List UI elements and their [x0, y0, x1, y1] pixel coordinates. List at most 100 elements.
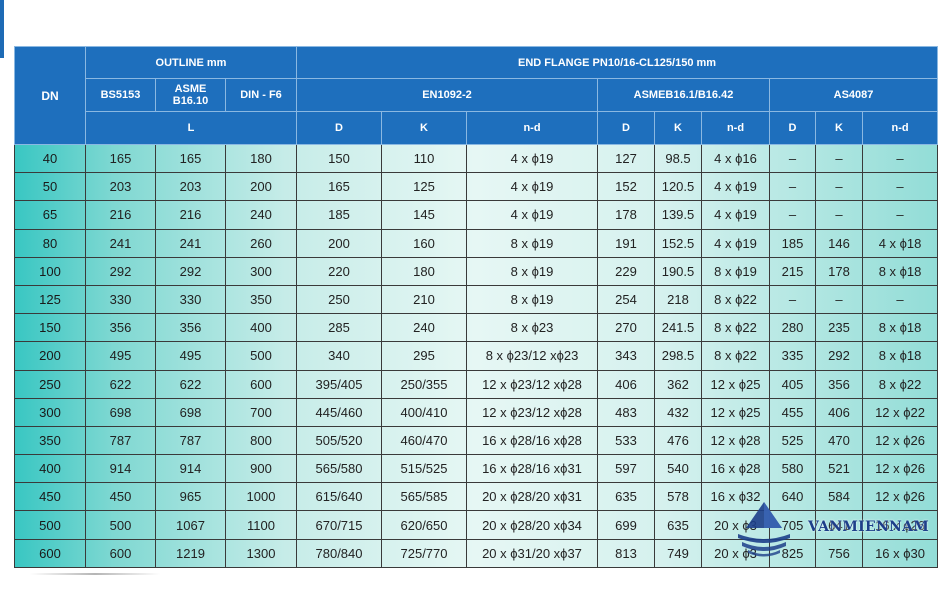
- cell-as-d: –: [769, 143, 816, 174]
- cell-as-d: 280: [769, 313, 816, 343]
- cell-asme-nd: 4 x ϕ19: [701, 200, 770, 230]
- table-row: 150 356 356 400 285 240 8 x ϕ23 270 241.5 8 x ϕ22…: [14, 313, 939, 343]
- cell-en-d: 340: [296, 341, 382, 371]
- cell-as-d: –: [769, 284, 816, 315]
- header-as-d: D: [769, 111, 816, 145]
- cell-en-nd: 12 x ϕ23/12 xϕ28: [466, 369, 598, 399]
- cell-en-k: 565/585: [381, 482, 467, 512]
- cell-en-k: 160: [381, 228, 467, 258]
- cell-dn: 500: [14, 510, 86, 540]
- header-en-d: D: [296, 111, 382, 145]
- cell-asme-k: 190.5: [654, 256, 702, 286]
- cell-en-k: 400/410: [381, 397, 467, 427]
- cell-en-nd: 8 x ϕ23/12 xϕ23: [466, 341, 598, 371]
- cell-asme-b16-10: 165: [155, 143, 226, 174]
- cell-asme-nd: 8 x ϕ22: [701, 284, 770, 315]
- cell-din-f6: 350: [225, 284, 297, 315]
- cell-en-d: 780/840: [296, 538, 382, 568]
- header-dn: DN: [14, 46, 86, 145]
- cell-as-d: 455: [769, 397, 816, 427]
- cell-as-nd: 12 x ϕ26: [861, 454, 939, 484]
- cell-as-d: –: [769, 200, 816, 230]
- cell-dn: 250: [14, 369, 86, 399]
- decorative-line: [30, 573, 160, 575]
- cell-as-k: 178: [815, 256, 863, 286]
- cell-as-k: 641: [815, 510, 863, 540]
- cell-asme-nd: 4 x ϕ19: [701, 228, 770, 258]
- cell-asme-k: 540: [654, 454, 702, 484]
- cell-asme-d: 343: [597, 341, 655, 371]
- cell-en-nd: 8 x ϕ19: [466, 256, 598, 286]
- table-row: 450 450 965 1000 615/640 565/585 20 x ϕ28/20 x…: [14, 482, 939, 512]
- cell-en-nd: 4 x ϕ19: [466, 200, 598, 230]
- cell-as-k: –: [815, 284, 863, 315]
- header-bs5153: BS5153: [85, 78, 156, 112]
- cell-asme-nd: 4 x ϕ19: [701, 172, 770, 202]
- cell-dn: 600: [14, 538, 86, 568]
- header-l: L: [85, 111, 297, 145]
- cell-asme-d: 178: [597, 200, 655, 230]
- cell-din-f6: 800: [225, 425, 297, 456]
- cell-as-nd: –: [861, 200, 939, 230]
- cell-din-f6: 300: [225, 256, 297, 286]
- cell-dn: 200: [14, 341, 86, 371]
- cell-asme-b16-10: 292: [155, 256, 226, 286]
- header-asme-b16-10: ASME B16.10: [155, 78, 226, 112]
- cell-asme-nd: 8 x ϕ22: [701, 313, 770, 343]
- cell-asme-nd: 8 x ϕ19: [701, 256, 770, 286]
- cell-as-k: –: [815, 200, 863, 230]
- table-row: 350 787 787 800 505/520 460/470 16 x ϕ28/16 xϕ…: [14, 425, 939, 456]
- cell-en-k: 110: [381, 143, 467, 174]
- cell-as-k: –: [815, 143, 863, 174]
- cell-en-nd: 16 x ϕ28/16 xϕ28: [466, 425, 598, 456]
- cell-en-d: 220: [296, 256, 382, 286]
- cell-en-d: 670/715: [296, 510, 382, 540]
- cell-dn: 125: [14, 284, 86, 315]
- cell-en-nd: 20 x ϕ28/20 xϕ31: [466, 482, 598, 512]
- cell-asme-b16-10: 241: [155, 228, 226, 258]
- cell-asme-d: 270: [597, 313, 655, 343]
- cell-bs5153: 500: [85, 510, 156, 540]
- cell-asme-d: 597: [597, 454, 655, 484]
- cell-as-k: 146: [815, 228, 863, 258]
- cell-as-nd: –: [861, 143, 939, 174]
- flange-dimension-table: DN OUTLINE mm END FLANGE PN10/16-CL125/1…: [14, 46, 939, 568]
- table-row: 600 600 1219 1300 780/840 725/770 20 x ϕ31/20 …: [14, 538, 939, 568]
- cell-as-d: 525: [769, 425, 816, 456]
- cell-din-f6: 240: [225, 200, 297, 230]
- header-en-k: K: [381, 111, 467, 145]
- cell-en-k: 460/470: [381, 425, 467, 456]
- cell-asme-k: 241.5: [654, 313, 702, 343]
- cell-asme-b16-10: 965: [155, 482, 226, 512]
- cell-en-k: 145: [381, 200, 467, 230]
- cell-en-k: 725/770: [381, 538, 467, 568]
- cell-as-k: 584: [815, 482, 863, 512]
- cell-as-k: –: [815, 172, 863, 202]
- cell-en-nd: 8 x ϕ19: [466, 284, 598, 315]
- cell-en-k: 210: [381, 284, 467, 315]
- cell-as-d: 185: [769, 228, 816, 258]
- table-header: DN OUTLINE mm END FLANGE PN10/16-CL125/1…: [14, 46, 939, 145]
- header-outline: OUTLINE mm: [85, 46, 297, 79]
- cell-din-f6: 1300: [225, 538, 297, 568]
- cell-asme-nd: 12 x ϕ28: [701, 425, 770, 456]
- cell-asme-b16-10: 622: [155, 369, 226, 399]
- header-end-flange: END FLANGE PN10/16-CL125/150 mm: [295, 46, 939, 79]
- header-asme-nd: n-d: [701, 111, 770, 145]
- cell-din-f6: 260: [225, 228, 297, 258]
- cell-asme-d: 533: [597, 425, 655, 456]
- cell-dn: 350: [14, 425, 86, 456]
- left-accent-bar: [0, 0, 4, 58]
- cell-bs5153: 600: [85, 538, 156, 568]
- cell-as-d: 335: [769, 341, 816, 371]
- cell-dn: 50: [14, 172, 86, 202]
- watermark-text: VANMIENNAM: [808, 519, 930, 535]
- cell-en-nd: 16 x ϕ28/16 xϕ31: [466, 454, 598, 484]
- cell-asme-d: 229: [597, 256, 655, 286]
- header-asme-line1: ASME: [174, 83, 207, 95]
- cell-din-f6: 600: [225, 369, 297, 399]
- cell-dn: 40: [14, 143, 86, 174]
- cell-asme-d: 152: [597, 172, 655, 202]
- cell-dn: 80: [14, 228, 86, 258]
- cell-asme-d: 635: [597, 482, 655, 512]
